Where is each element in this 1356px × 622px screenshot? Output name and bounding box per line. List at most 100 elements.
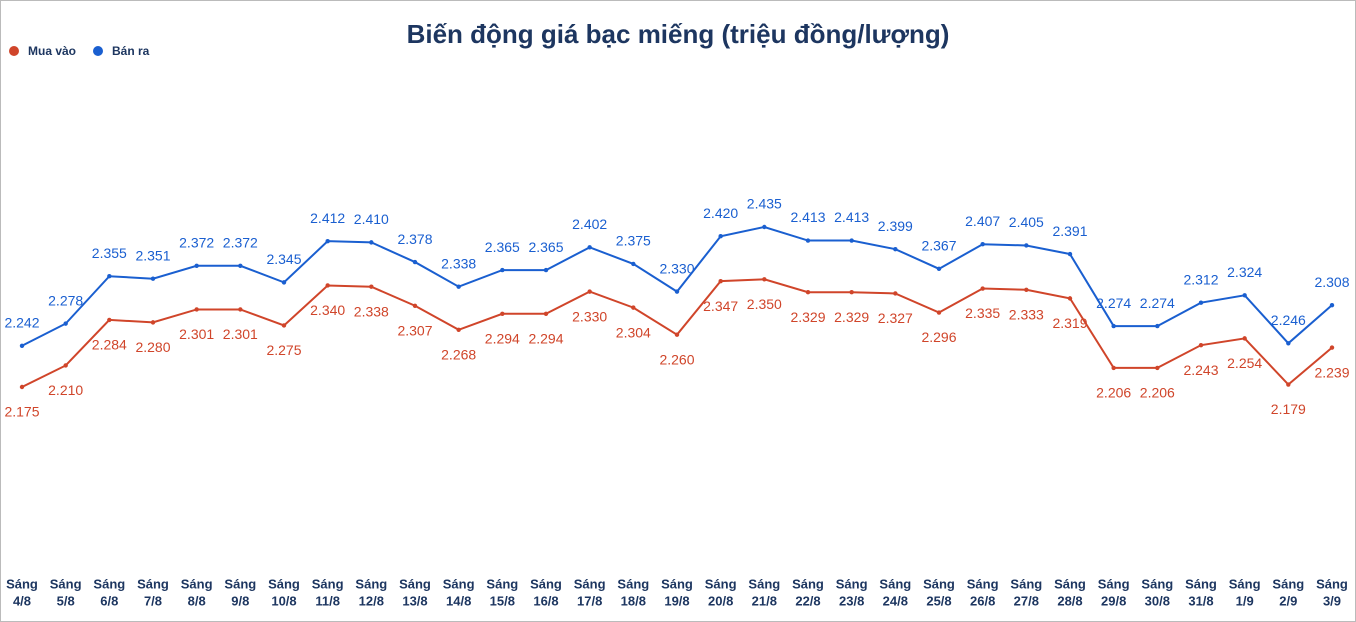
- x-tick-label: 10/8: [271, 593, 296, 608]
- data-label: 2.391: [1052, 223, 1087, 239]
- x-tick-label: Sáng: [399, 576, 431, 591]
- data-point: [107, 317, 112, 323]
- data-label: 2.405: [1009, 214, 1044, 230]
- x-tick-label: 31/8: [1188, 593, 1213, 608]
- data-label: 2.327: [878, 310, 913, 326]
- data-label: 2.329: [790, 309, 825, 325]
- data-point: [1329, 302, 1335, 308]
- data-label: 2.399: [878, 218, 913, 234]
- data-label: 2.254: [1227, 355, 1262, 371]
- data-label: 2.312: [1183, 271, 1218, 287]
- x-tick-label: 27/8: [1014, 593, 1039, 608]
- data-point: [543, 311, 549, 316]
- data-point: [500, 267, 505, 273]
- x-tick-label: 28/8: [1057, 593, 1082, 608]
- x-tick-label: 26/8: [970, 593, 995, 608]
- data-point: [893, 246, 898, 252]
- data-label: 2.296: [921, 329, 956, 345]
- data-point: [281, 280, 287, 285]
- data-point: [107, 274, 112, 279]
- data-label: 2.329: [834, 309, 869, 325]
- x-tick-label: 6/8: [100, 593, 118, 608]
- data-point: [412, 259, 418, 265]
- data-label: 2.308: [1314, 274, 1349, 290]
- x-tick-label: Sáng: [355, 576, 387, 591]
- x-tick-label: Sáng: [312, 576, 344, 591]
- legend-marker: [93, 46, 103, 56]
- data-point: [718, 234, 723, 239]
- data-point: [631, 261, 636, 267]
- data-label: 2.324: [1227, 264, 1262, 280]
- data-point: [456, 327, 461, 332]
- data-point: [1155, 323, 1160, 329]
- data-label: 2.407: [965, 213, 1000, 229]
- x-tick-label: Sáng: [1141, 576, 1173, 591]
- data-point: [194, 307, 199, 312]
- x-tick-label: Sáng: [617, 576, 649, 591]
- x-tick-label: Sáng: [268, 576, 300, 591]
- data-label: 2.365: [485, 239, 520, 255]
- x-tick-label: 30/8: [1145, 593, 1170, 608]
- data-label: 2.330: [572, 308, 607, 324]
- data-label: 2.413: [790, 209, 825, 225]
- x-tick-label: 9/8: [231, 593, 249, 608]
- data-point: [893, 291, 898, 296]
- data-label: 2.330: [659, 260, 694, 276]
- data-label: 2.294: [528, 330, 563, 346]
- x-tick-label: Sáng: [748, 576, 780, 591]
- x-tick-label: Sáng: [661, 576, 693, 591]
- data-point: [150, 276, 156, 281]
- x-tick-label: 23/8: [839, 593, 864, 608]
- x-tick-label: 18/8: [621, 593, 646, 608]
- data-label: 2.402: [572, 216, 607, 232]
- x-tick-label: 5/8: [57, 593, 75, 608]
- data-label: 2.355: [92, 245, 127, 261]
- x-tick-label: 7/8: [144, 593, 162, 608]
- data-label: 2.345: [266, 251, 301, 267]
- data-point: [718, 278, 723, 284]
- x-tick-label: Sáng: [1010, 576, 1042, 591]
- data-label: 2.301: [223, 326, 258, 342]
- x-tick-label: 15/8: [490, 593, 515, 608]
- legend-label: Bán ra: [112, 44, 150, 58]
- data-point: [936, 266, 942, 272]
- x-tick-label: 21/8: [752, 593, 777, 608]
- data-label: 2.319: [1052, 315, 1087, 331]
- x-tick-label: 3/9: [1323, 593, 1341, 608]
- data-label: 2.179: [1271, 401, 1306, 417]
- x-tick-label: 11/8: [315, 593, 340, 608]
- data-point: [1286, 382, 1291, 387]
- data-point: [587, 245, 592, 250]
- x-tick-label: 29/8: [1101, 593, 1126, 608]
- data-label: 2.274: [1096, 295, 1131, 311]
- data-point: [849, 290, 854, 295]
- data-point: [325, 283, 330, 288]
- x-tick-label: 24/8: [883, 593, 908, 608]
- x-tick-label: 16/8: [533, 593, 558, 608]
- x-tick-label: Sáng: [181, 576, 213, 591]
- data-point: [631, 305, 636, 310]
- data-point: [936, 310, 942, 315]
- x-tick-label: Sáng: [879, 576, 911, 591]
- data-point: [1024, 287, 1029, 292]
- data-label: 2.367: [921, 238, 956, 254]
- data-label: 2.268: [441, 346, 476, 362]
- data-label: 2.372: [179, 234, 214, 250]
- x-tick-label: Sáng: [443, 576, 475, 591]
- x-tick-label: 13/8: [402, 593, 427, 608]
- data-label: 2.351: [135, 247, 170, 263]
- data-label: 2.284: [92, 337, 127, 353]
- legend-marker: [9, 46, 19, 56]
- data-label: 2.275: [266, 342, 301, 358]
- data-label: 2.333: [1009, 306, 1044, 322]
- data-point: [238, 263, 243, 268]
- data-label: 2.280: [135, 339, 170, 355]
- data-label: 2.175: [4, 404, 39, 420]
- data-label: 2.340: [310, 302, 345, 318]
- data-point: [19, 343, 25, 348]
- data-point: [1155, 365, 1160, 371]
- x-tick-label: Sáng: [967, 576, 999, 591]
- data-point: [980, 286, 985, 291]
- data-label: 2.260: [659, 351, 694, 367]
- x-tick-label: Sáng: [93, 576, 125, 591]
